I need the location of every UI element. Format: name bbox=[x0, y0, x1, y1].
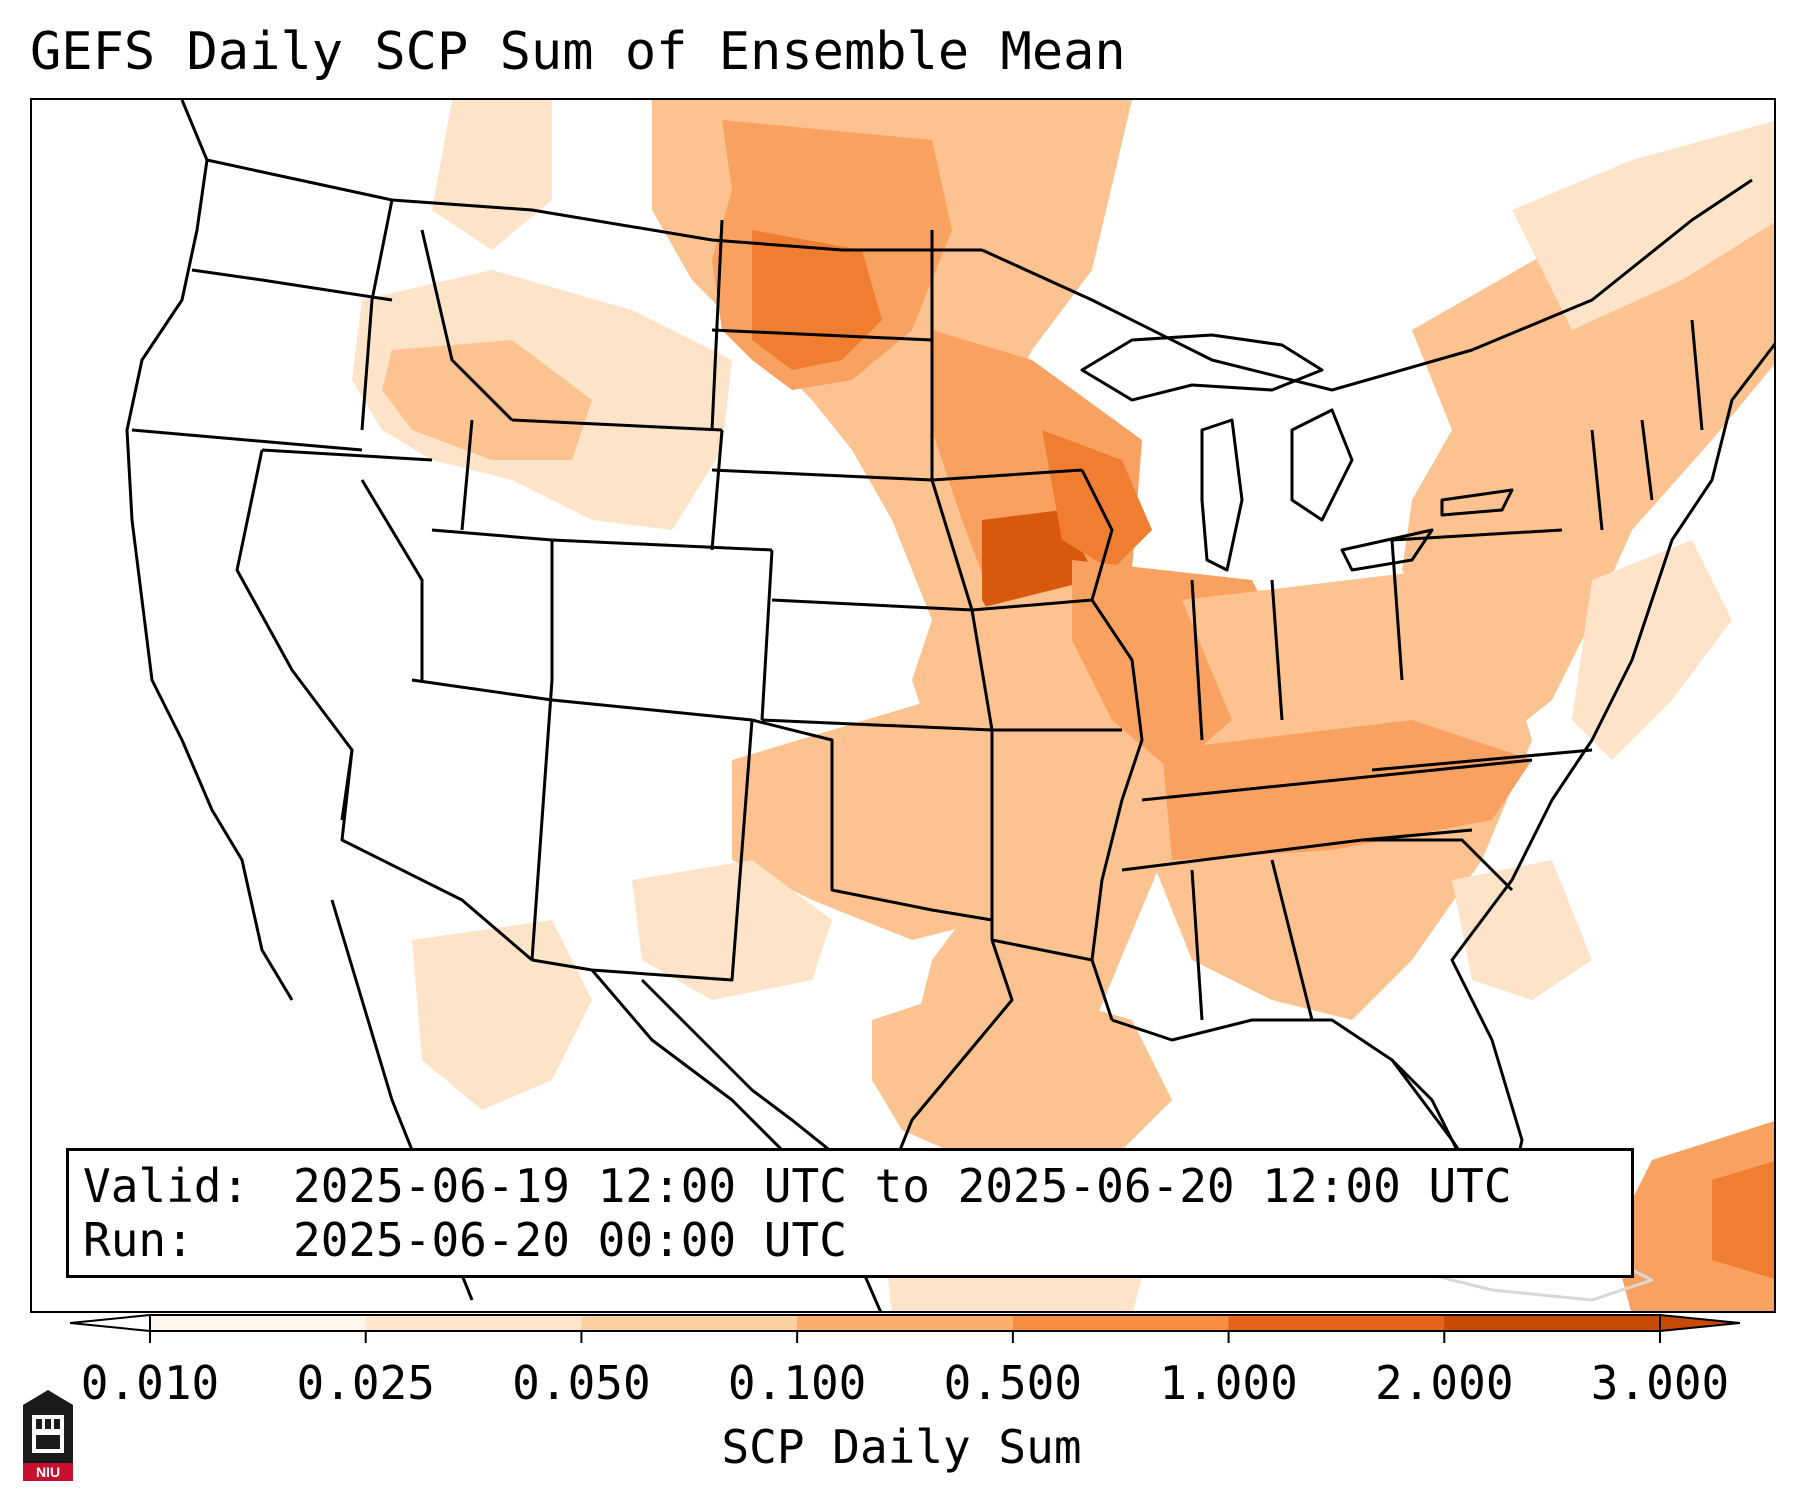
scp-area-northeast bbox=[1402, 160, 1774, 740]
colorbar-tick-label: 0.050 bbox=[512, 1356, 651, 1410]
pacific-coastline bbox=[125, 100, 294, 1001]
utah-colorado-border bbox=[431, 528, 554, 680]
north-south-dakota-border bbox=[711, 328, 933, 342]
mississippi-alabama-border bbox=[1190, 869, 1204, 1021]
scp-area-mexico-light bbox=[412, 920, 592, 1110]
lake-superior bbox=[1080, 333, 1324, 402]
valid-value: 2025-06-19 12:00 UTC to 2025-06-20 12:00… bbox=[293, 1159, 1512, 1213]
oregon-california-border bbox=[131, 428, 363, 452]
colorbar-segment bbox=[1012, 1315, 1230, 1331]
colorbar-extend-low bbox=[70, 1313, 151, 1333]
colorbar bbox=[70, 1313, 1740, 1343]
new-england-borders bbox=[1590, 319, 1704, 531]
colorbar-extend-high bbox=[1659, 1313, 1740, 1333]
colorbar-segment bbox=[797, 1315, 1014, 1331]
lake-ontario bbox=[1440, 488, 1514, 517]
kentucky-tennessee-border bbox=[1141, 758, 1533, 802]
scp-area-southeast-coast bbox=[1452, 860, 1592, 1000]
run-key: Run: bbox=[83, 1213, 194, 1267]
canada-border-west bbox=[206, 158, 982, 252]
valid-run-info-box: Valid: 2025-06-19 12:00 UTC to 2025-06-20… bbox=[66, 1148, 1634, 1278]
nebraska-kansas-border bbox=[771, 598, 973, 612]
wyoming-nebraska-border bbox=[710, 429, 724, 551]
scp-area-caribbean-high bbox=[1712, 1161, 1774, 1279]
valid-key: Valid: bbox=[83, 1159, 250, 1213]
south-dakota-nebraska-border bbox=[711, 468, 933, 482]
kansas-oklahoma-border bbox=[761, 718, 993, 732]
indiana-ohio-border bbox=[1270, 579, 1284, 721]
mississippi-river bbox=[1080, 469, 1144, 1021]
colorbar-segment bbox=[365, 1315, 582, 1331]
niu-logo-icon: NIU bbox=[23, 1390, 73, 1481]
scp-area-tennessee bbox=[1162, 720, 1532, 860]
lake-huron bbox=[1290, 408, 1354, 522]
idaho-nevada-border bbox=[261, 448, 433, 462]
colorbar-segments bbox=[150, 1315, 1661, 1331]
scp-area-southern-plains bbox=[732, 700, 1032, 940]
scp-area-northeast-light bbox=[1512, 121, 1774, 330]
california-arizona-border bbox=[340, 749, 533, 962]
missouri-west-border bbox=[930, 479, 994, 940]
idaho-montana-border bbox=[420, 229, 514, 422]
oregon-idaho-border bbox=[360, 199, 394, 431]
map-panel[interactable] bbox=[30, 98, 1776, 1313]
colorado-new-mexico-border bbox=[551, 698, 753, 722]
scp-area-western-gulf bbox=[872, 980, 1172, 1170]
virginia-nc-border bbox=[1371, 748, 1593, 772]
colorado-kansas-border bbox=[760, 549, 774, 721]
colorbar-tick-label: 0.100 bbox=[727, 1356, 867, 1410]
niu-logo-text: NIU bbox=[36, 1464, 60, 1480]
colorbar-tick-label: 3.000 bbox=[1590, 1356, 1730, 1410]
arkansas-louisiana-border bbox=[991, 938, 1093, 962]
arizona-new-mexico-border bbox=[530, 679, 554, 961]
lake-michigan bbox=[1200, 418, 1244, 572]
canada-border-east bbox=[981, 178, 1753, 392]
page-title: GEFS Daily SCP Sum of Ensemble Mean bbox=[30, 22, 1126, 82]
run-value: 2025-06-20 00:00 UTC bbox=[293, 1213, 847, 1267]
colorbar-segment bbox=[150, 1315, 367, 1331]
scp-shading-layer bbox=[352, 100, 1774, 1311]
montana-wyoming-border bbox=[511, 418, 723, 432]
scp-area-idaho-montana bbox=[382, 340, 592, 460]
nc-sc-border bbox=[1362, 838, 1514, 892]
colorbar-segment bbox=[581, 1315, 798, 1331]
arizona-utah-border bbox=[411, 678, 553, 702]
scp-area-texas-light bbox=[632, 860, 832, 1000]
colorbar-segment bbox=[1228, 1315, 1445, 1331]
valid-line: Valid: 2025-06-19 12:00 UTC to 2025-06-20… bbox=[83, 1159, 1617, 1213]
wyoming-utah-border bbox=[460, 419, 474, 531]
colorbar-segment bbox=[1444, 1315, 1661, 1331]
california-nevada-border bbox=[235, 449, 354, 821]
illinois-indiana-border bbox=[1190, 579, 1204, 741]
colorbar-tick-label: 0.025 bbox=[296, 1356, 435, 1410]
colorbar-frame bbox=[149, 1314, 1661, 1332]
colorbar-tick-label: 0.010 bbox=[80, 1356, 220, 1410]
run-line: Run: 2025-06-20 00:00 UTC bbox=[83, 1213, 1617, 1267]
colorbar-tick-label: 0.500 bbox=[943, 1356, 1083, 1410]
iowa-missouri-border bbox=[971, 598, 1093, 612]
colorbar-label: SCP Daily Sum bbox=[721, 1420, 1082, 1474]
lake-erie bbox=[1340, 528, 1434, 572]
colorbar-tick-label: 2.000 bbox=[1375, 1356, 1514, 1410]
pennsylvania-ny-border bbox=[1391, 528, 1563, 542]
scp-area-atlantic-offshore bbox=[1572, 540, 1732, 760]
nevada-utah-border bbox=[360, 479, 424, 680]
washington-oregon-border bbox=[191, 268, 393, 302]
colorbar-tick-marks bbox=[149, 1331, 1661, 1343]
new-mexico-texas-border bbox=[531, 719, 754, 982]
scp-area-pacific-nw-light bbox=[432, 100, 552, 250]
alabama-georgia-border bbox=[1270, 859, 1314, 1021]
atlantic-coast bbox=[1450, 342, 1774, 1231]
colorbar-tick-label: 1.000 bbox=[1159, 1356, 1298, 1410]
minnesota-iowa-border bbox=[931, 468, 1083, 482]
wyoming-colorado-border bbox=[551, 538, 773, 552]
scp-map bbox=[125, 100, 1774, 1311]
montana-dakota-border bbox=[710, 219, 724, 431]
oklahoma-texas-border bbox=[751, 718, 993, 922]
